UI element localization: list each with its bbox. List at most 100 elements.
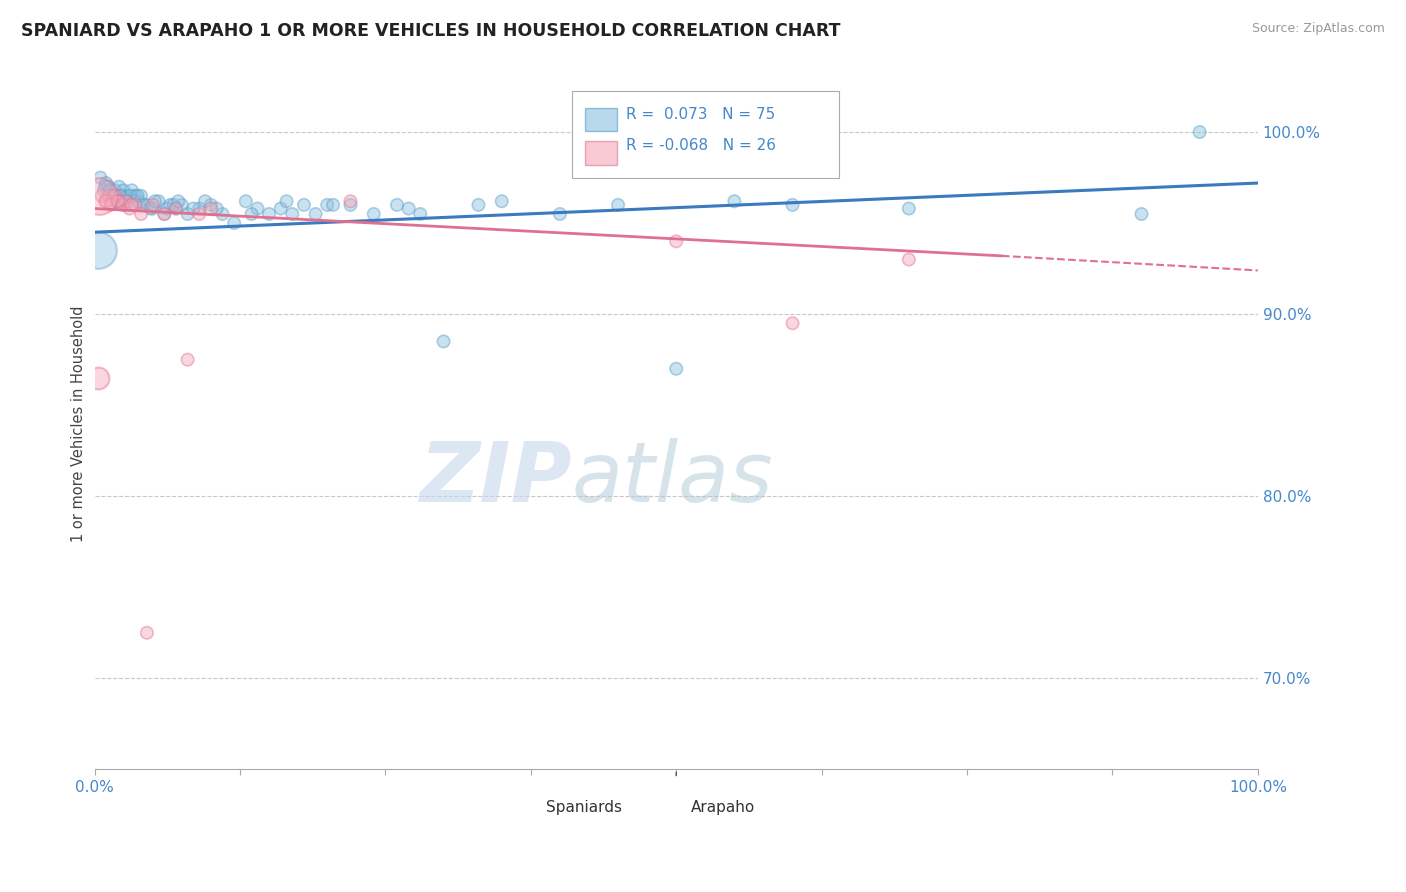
Point [398, 202, 420, 216]
Point [139, 202, 162, 216]
Point [101, 194, 124, 209]
Text: R =  0.073   N = 75: R = 0.073 N = 75 [626, 107, 776, 122]
Point [122, 194, 145, 209]
Point [665, 361, 688, 376]
Point [121, 183, 143, 197]
Point [176, 352, 198, 367]
Text: R = -0.068   N = 26: R = -0.068 N = 26 [626, 137, 776, 153]
Point [292, 198, 315, 212]
Text: ZIP: ZIP [419, 438, 571, 519]
Point [188, 207, 211, 221]
Point [89, 188, 111, 202]
Point [211, 207, 233, 221]
Point [782, 316, 804, 330]
Point [1188, 125, 1211, 139]
Point [87, 244, 110, 258]
Point [120, 188, 142, 202]
Point [108, 179, 131, 194]
Point [246, 202, 269, 216]
Point [98, 183, 121, 197]
Point [304, 207, 326, 221]
Point [114, 198, 136, 212]
Point [135, 625, 157, 640]
Point [104, 183, 127, 197]
Point [607, 198, 630, 212]
Point [107, 194, 129, 209]
Point [135, 198, 157, 212]
Point [148, 194, 170, 209]
Point [118, 202, 141, 216]
Point [240, 207, 263, 221]
Point [129, 188, 152, 202]
Point [128, 194, 150, 209]
Point [97, 188, 120, 202]
Point [322, 198, 344, 212]
Point [143, 194, 166, 209]
Point [104, 188, 127, 202]
Point [665, 235, 688, 249]
Point [165, 202, 187, 216]
Point [235, 194, 257, 209]
Point [200, 198, 222, 212]
Point [96, 194, 118, 209]
Point [103, 188, 125, 202]
Point [111, 198, 134, 212]
Point [94, 179, 117, 194]
Point [409, 207, 432, 221]
Point [363, 207, 385, 221]
Point [200, 202, 222, 216]
Point [270, 202, 292, 216]
Point [132, 198, 155, 212]
Point [281, 207, 304, 221]
Point [548, 207, 571, 221]
Point [94, 194, 117, 209]
Point [467, 198, 489, 212]
Point [153, 207, 176, 221]
Point [782, 198, 804, 212]
Point [432, 334, 454, 349]
Point [188, 202, 211, 216]
Point [90, 188, 112, 202]
Point [1130, 207, 1153, 221]
Point [205, 202, 228, 216]
Point [118, 193, 141, 207]
Point [87, 371, 110, 385]
Point [100, 198, 122, 212]
FancyBboxPatch shape [585, 108, 617, 131]
Point [167, 194, 190, 209]
Text: Source: ZipAtlas.com: Source: ZipAtlas.com [1251, 22, 1385, 36]
Point [897, 202, 920, 216]
Point [124, 188, 146, 202]
Point [176, 207, 198, 221]
Text: Spaniards: Spaniards [546, 800, 621, 814]
FancyBboxPatch shape [585, 141, 617, 165]
Point [115, 194, 138, 209]
Point [165, 202, 187, 216]
Point [723, 194, 745, 209]
Point [93, 183, 115, 197]
Point [108, 194, 131, 209]
FancyBboxPatch shape [658, 797, 686, 820]
Point [124, 198, 146, 212]
Text: atlas: atlas [571, 438, 773, 519]
Point [108, 188, 131, 202]
Text: Arapaho: Arapaho [692, 800, 755, 814]
Point [385, 198, 408, 212]
Point [170, 198, 193, 212]
Point [97, 179, 120, 194]
Point [156, 202, 179, 216]
FancyBboxPatch shape [571, 91, 839, 178]
Point [276, 194, 298, 209]
Point [159, 198, 181, 212]
Point [96, 176, 118, 190]
Point [127, 188, 149, 202]
Point [129, 207, 152, 221]
Point [110, 188, 132, 202]
Point [107, 194, 129, 209]
Point [194, 194, 217, 209]
Point [316, 198, 339, 212]
Point [339, 198, 361, 212]
Point [153, 207, 176, 221]
Point [115, 194, 138, 209]
Point [142, 202, 165, 216]
